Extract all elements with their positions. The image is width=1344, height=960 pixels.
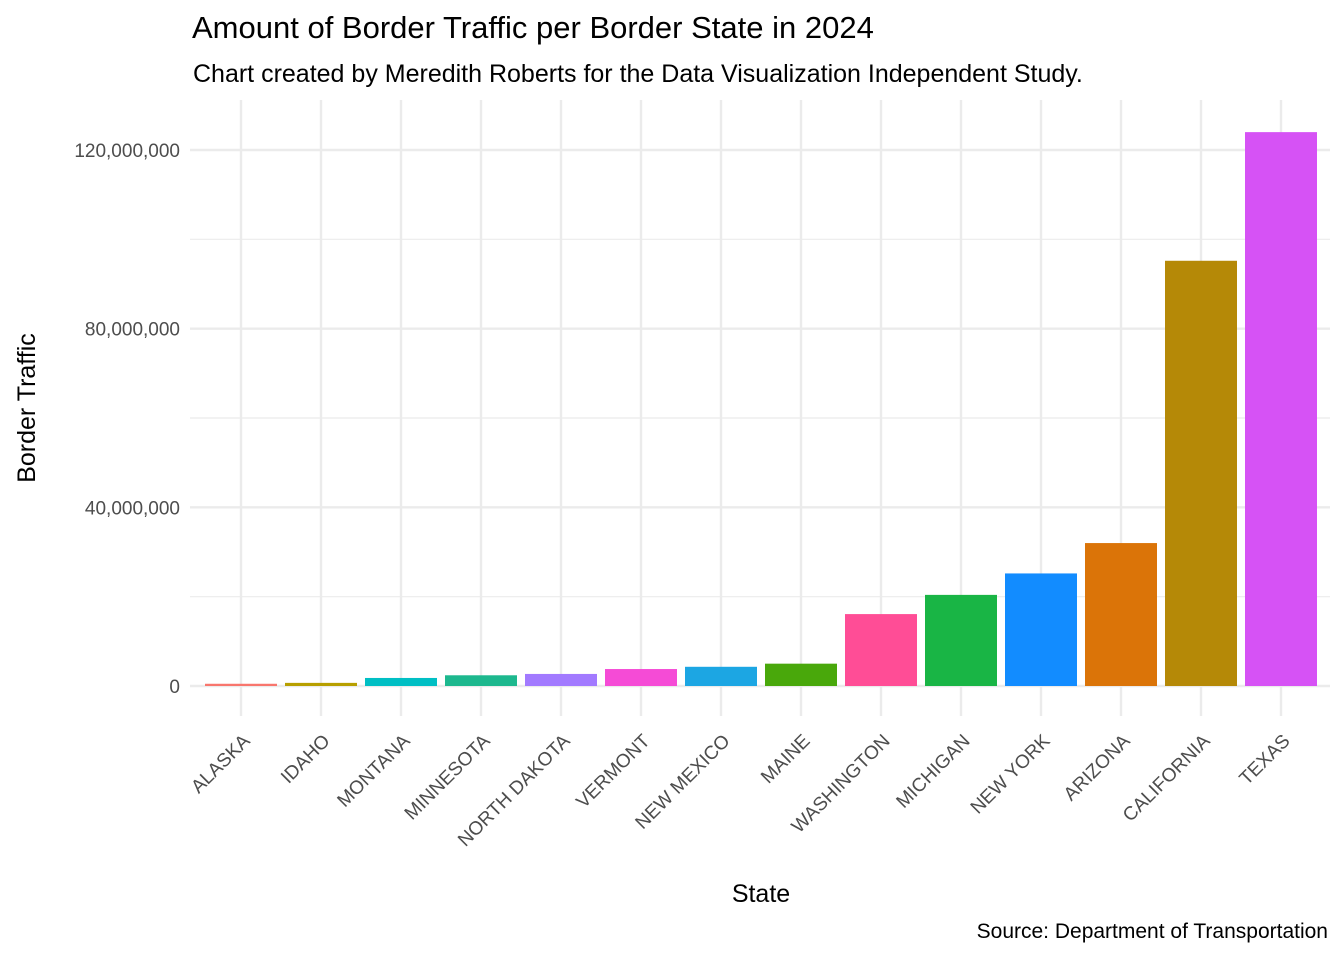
x-tick-label: ALASKA — [187, 730, 254, 797]
bar-montana — [365, 677, 437, 686]
y-axis-title: Border Traffic — [13, 333, 41, 483]
x-tick-label: NEW YORK — [967, 730, 1055, 818]
gridlines — [190, 100, 1330, 716]
y-tick-label: 40,000,000 — [85, 498, 180, 519]
x-tick-label: MICHIGAN — [893, 731, 975, 813]
bar-vermont — [605, 669, 677, 686]
chart-title: Amount of Border Traffic per Border Stat… — [192, 10, 874, 45]
x-tick-label: VERMONT — [573, 730, 655, 812]
bar-michigan — [925, 594, 997, 686]
bar-new-york — [1005, 573, 1077, 686]
y-tick-label: 120,000,000 — [74, 141, 180, 162]
bar-washington — [845, 614, 917, 686]
x-tick-label: ARIZONA — [1060, 730, 1135, 805]
x-tick-label: TEXAS — [1236, 731, 1295, 790]
x-tick-label: IDAHO — [277, 731, 334, 788]
bar-california — [1165, 260, 1237, 686]
bar-maine — [765, 663, 837, 686]
bar-minnesota — [445, 675, 517, 686]
bar-texas — [1245, 132, 1317, 687]
y-tick-label: 0 — [169, 677, 180, 698]
x-tick-label: MAINE — [757, 731, 814, 788]
y-tick-label: 80,000,000 — [85, 320, 180, 341]
y-tick-labels: 0 40,000,000 80,000,000 120,000,000 — [74, 141, 180, 698]
x-axis-title: State — [732, 880, 790, 908]
bar-arizona — [1085, 543, 1157, 686]
bar-new-mexico — [685, 666, 757, 686]
chart-caption: Source: Department of Transportation — [976, 920, 1328, 943]
x-tick-label: MONTANA — [334, 730, 415, 811]
bars — [205, 132, 1317, 687]
bar-alaska — [205, 683, 277, 686]
bar-north-dakota — [525, 673, 597, 686]
bar-idaho — [285, 682, 357, 686]
chart-subtitle: Chart created by Meredith Roberts for th… — [193, 60, 1083, 88]
